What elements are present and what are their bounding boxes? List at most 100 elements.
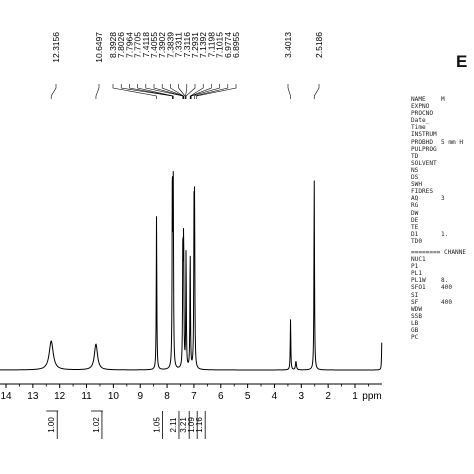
x-tick-label: 14 [0, 391, 12, 402]
parameter-value: 400 [441, 284, 453, 292]
parameter-key: Time [411, 124, 426, 132]
peak-label: 7.2931 [190, 32, 200, 58]
x-tick-label: 13 [27, 391, 39, 402]
parameter-key: DE [411, 216, 419, 224]
integral-group: 1.00 1.02 1.05 2.11 3.21 1.09 1.16 [46, 410, 206, 439]
parameter-key: FIDRES [411, 188, 434, 196]
integral-value: 3.21 [179, 417, 188, 433]
peak-label: 7.3902 [157, 32, 167, 58]
parameter-key: SF [411, 298, 419, 306]
parameter-key: PROBHD [411, 138, 434, 146]
parameter-row: SF 400 [411, 299, 474, 306]
parameter-key: DW [411, 209, 419, 217]
peak-label-connector [50, 84, 57, 99]
peak-label: 7.7705 [133, 32, 143, 58]
parameter-key: RG [411, 202, 419, 210]
parameter-row: LB [411, 320, 474, 327]
peak-label-connector [190, 84, 220, 99]
parameter-key: SWH [411, 181, 423, 189]
peak-label-connector [137, 84, 174, 99]
peak-label: 7.1198 [206, 32, 216, 58]
parameter-key: EXPNO [411, 103, 430, 111]
parameter-row: PROBHD 5 mm H [411, 139, 474, 146]
peak-label-connector [313, 84, 320, 99]
parameter-row: RG [411, 202, 474, 209]
spectrum-trace [0, 171, 383, 371]
parameter-key: D1 [411, 230, 419, 238]
parameter-row: TD [411, 153, 474, 160]
parameter-key: INSTRUM [411, 131, 437, 139]
parameter-row: PL1 [411, 270, 474, 277]
parameter-row: SSB [411, 313, 474, 320]
parameter-row: PULPROG [411, 146, 474, 153]
x-tick-label: 1 [352, 391, 358, 402]
parameter-row: WDW [411, 306, 474, 313]
parameter-value: 1. [441, 230, 449, 238]
peak-label: 6.8955 [231, 32, 241, 58]
parameter-row: TD0 [411, 238, 474, 245]
peak-label: 7.1015 [215, 32, 225, 58]
parameter-key: WDW [411, 305, 423, 313]
peak-label-connector [145, 84, 184, 99]
parameter-key: AQ [411, 195, 419, 203]
peak-label: 7.7964 [124, 32, 134, 58]
parameter-value: 5 mm H [441, 138, 464, 146]
peak-label: 7.3311 [174, 32, 184, 58]
parameter-value: 400 [441, 298, 453, 306]
parameter-key: TD0 [411, 237, 423, 245]
peak-label: 3.4013 [283, 32, 293, 58]
integral-value: 1.05 [153, 417, 162, 433]
x-tick-label: 7 [191, 391, 197, 402]
peak-label-connector [196, 84, 237, 99]
parameter-row: NS [411, 167, 474, 174]
parameter-list-channel: NUC1 P1 PL1 PL1W 8. SFO1 400 SI SF 400 WDW SSB LB GB P… [411, 256, 474, 341]
peak-label-connector [189, 84, 204, 99]
parameter-key: NS [411, 166, 419, 174]
parameter-value: 3 [441, 195, 445, 203]
integral-value: 1.02 [92, 417, 101, 433]
parameter-row: AQ 3 [411, 195, 474, 202]
peak-label: 7.3116 [182, 32, 192, 58]
parameter-key: TD [411, 152, 419, 160]
peak-label-group: 12.3156 10.6497 8.39287.80267.79647.77057.… [50, 32, 324, 99]
acquisition-parameters-panel: NAME M EXPNO PROCNO Date_ Time INSTRUM PROBHD 5 … [411, 96, 474, 346]
parameter-key: SFO1 [411, 284, 426, 292]
x-axis: 14 13 12 11 10 9 8 7 6 5 4 3 2 1 ppm [0, 383, 382, 402]
parameter-key: TE [411, 223, 419, 231]
peak-label: 10.6497 [94, 32, 104, 63]
parameter-row: SWH [411, 181, 474, 188]
peak-label: 7.4118 [141, 32, 151, 58]
x-tick-label: 9 [137, 391, 143, 402]
channel-header: ======== CHANNE [411, 248, 467, 256]
parameter-row: PL1W 8. [411, 277, 474, 284]
parameter-row: D1 1. [411, 231, 474, 238]
parameter-row: Time [411, 124, 474, 131]
peak-label: 2.5186 [314, 32, 324, 58]
parameter-row: NUC1 [411, 256, 474, 263]
x-tick-label: 4 [272, 391, 278, 402]
parameter-row: DE [411, 217, 474, 224]
peak-label-connector [153, 84, 184, 99]
x-tick-label: 6 [218, 391, 224, 402]
parameter-row: SI [411, 292, 474, 299]
parameter-key: GB [411, 327, 419, 334]
peak-label-connector [185, 84, 196, 99]
parameter-key: PULPROG [411, 145, 437, 153]
parameter-key: Date_ [411, 117, 430, 125]
x-tick-label: 2 [325, 391, 331, 402]
x-tick-label: 12 [54, 391, 66, 402]
parameter-row: FIDRES [411, 188, 474, 195]
x-tick-label: 11 [81, 391, 92, 402]
parameter-row: NAME M [411, 96, 474, 103]
parameter-key: PL1W [411, 277, 426, 285]
peak-label-connector [287, 84, 291, 99]
parameter-key: PC [411, 334, 419, 342]
peak-label: 7.3839 [165, 32, 175, 58]
peak-label-connector [178, 84, 186, 99]
peak-label-connector [194, 84, 229, 99]
parameter-value: M [441, 96, 445, 103]
parameter-row: SOLVENT [411, 160, 474, 167]
peak-label: 7.1392 [198, 32, 208, 58]
spectrum-area [0, 171, 383, 371]
